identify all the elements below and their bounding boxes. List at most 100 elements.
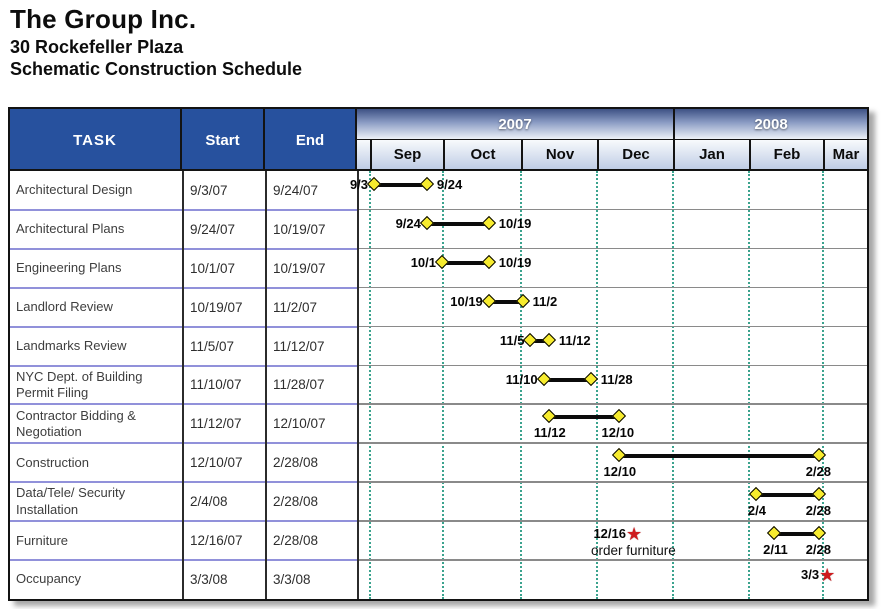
year-band-2007: 2007 — [357, 109, 673, 140]
bar-end-label: 2/28 — [805, 464, 831, 480]
row-separator-right — [357, 325, 867, 328]
month-gridline — [748, 171, 750, 599]
task-name: Engineering Plans — [16, 260, 122, 276]
task-name: Occupancy — [16, 571, 82, 587]
task-start-date: 11/12/07 — [190, 416, 242, 432]
task-end-date: 3/3/08 — [273, 572, 311, 588]
month-header-spacer — [357, 140, 370, 169]
bar-start-label: 11/12 — [533, 425, 566, 441]
gantt-schedule-table: TASK Start End 2007 2008 Sep Oct Nov Dec Jan… — [8, 107, 869, 601]
bar-start-diamond-icon — [434, 254, 450, 269]
bar-start-diamond-icon — [536, 371, 551, 386]
bar-end-label: 10/19 — [498, 254, 532, 270]
milestone-star-icon: ★ — [626, 524, 643, 545]
bar-start-label: 12/10 — [603, 464, 637, 480]
gantt-bar — [531, 338, 550, 343]
column-header-task: TASK — [10, 109, 182, 171]
month-header-oct: Oct — [443, 140, 521, 169]
gantt-bar — [549, 415, 620, 420]
task-start-date: 12/10/07 — [190, 455, 243, 471]
task-name: Architectural Plans — [16, 221, 125, 237]
milestone-star-icon: ★ — [819, 565, 836, 586]
task-name: Construction — [16, 454, 89, 470]
gantt-bar — [489, 299, 524, 304]
column-divider — [357, 171, 359, 599]
gantt-bar — [775, 532, 821, 537]
row-separator-right — [357, 364, 867, 367]
task-start-date: 9/3/07 — [190, 182, 228, 198]
task-name: Contractor Bidding & Negotiation — [16, 407, 136, 439]
row-separator-right — [357, 403, 867, 405]
bar-end-diamond-icon — [515, 293, 530, 308]
bar-start-label: 10/1 — [410, 254, 436, 270]
task-name: Furniture — [16, 532, 69, 548]
row-separator-right — [357, 208, 867, 211]
month-header-mar: Mar — [823, 140, 867, 169]
header-bottom-border — [10, 169, 867, 171]
bar-start-label: 2/11 — [763, 542, 788, 558]
bar-end-diamond-icon — [611, 409, 626, 424]
bar-start-diamond-icon — [481, 293, 496, 308]
row-separator-right — [357, 286, 867, 289]
milestone-label: 3/3 — [800, 567, 820, 583]
month-gridline — [596, 171, 598, 599]
task-start-date: 12/16/07 — [190, 533, 243, 549]
gantt-bar — [443, 260, 490, 265]
bar-end-label: 10/19 — [498, 215, 532, 231]
gantt-bar — [756, 493, 821, 498]
address-line: 30 Rockefeller Plaza — [10, 37, 184, 57]
month-gridline — [520, 171, 522, 599]
month-gridline — [369, 171, 371, 599]
task-name: NYC Dept. of Building Permit Filing — [16, 368, 143, 400]
milestone-note: order furniture — [591, 543, 676, 559]
bar-end-diamond-icon — [541, 332, 556, 347]
bar-start-diamond-icon — [419, 215, 434, 230]
milestone-label: 12/16 — [593, 526, 626, 542]
bar-start-label: 2/4 — [747, 503, 766, 519]
bar-end-diamond-icon — [481, 215, 496, 230]
task-start-date: 3/3/08 — [190, 572, 228, 588]
month-gridline — [442, 171, 444, 599]
task-end-date: 10/19/07 — [273, 221, 326, 237]
month-header-jan: Jan — [673, 140, 749, 169]
row-separator-right — [357, 442, 867, 444]
column-divider — [265, 171, 267, 599]
task-name: Architectural Design — [16, 182, 133, 198]
bar-start-diamond-icon — [767, 526, 782, 541]
task-end-date: 2/28/08 — [273, 455, 319, 471]
schedule-subtitle: Schematic Construction Schedule — [10, 59, 303, 79]
bar-start-diamond-icon — [541, 409, 556, 424]
task-start-date: 10/19/07 — [190, 299, 243, 315]
task-end-date: 12/10/07 — [273, 416, 326, 432]
task-start-date: 2/4/08 — [190, 494, 228, 510]
gantt-bar — [427, 221, 490, 226]
gantt-bar — [375, 183, 428, 187]
row-separator-right — [357, 520, 867, 522]
row-separator-right — [357, 247, 867, 250]
task-end-date: 11/2/07 — [273, 299, 318, 315]
month-header-sep: Sep — [370, 140, 443, 169]
month-header-nov: Nov — [521, 140, 597, 169]
month-gridline — [822, 171, 824, 599]
task-start-date: 11/10/07 — [190, 377, 242, 393]
bar-start-label: 11/5 — [499, 332, 525, 348]
bar-start-diamond-icon — [523, 332, 538, 347]
bar-end-label: 12/10 — [601, 425, 635, 441]
row-separator-right — [357, 559, 867, 561]
task-end-date: 2/28/08 — [273, 533, 319, 549]
bar-start-label: 9/24 — [395, 215, 421, 231]
bar-end-label: 11/28 — [600, 371, 633, 387]
task-name: Data/Tele/ Security Installation — [16, 485, 126, 517]
task-end-date: 9/24/07 — [273, 182, 319, 198]
bar-end-label: 9/24 — [436, 177, 463, 192]
bar-end-label: 2/28 — [805, 542, 831, 558]
task-end-date: 11/12/07 — [273, 338, 325, 354]
bar-end-label: 11/2 — [532, 293, 558, 309]
gantt-bar — [619, 454, 821, 459]
month-gridline — [672, 171, 674, 599]
column-divider — [182, 171, 184, 599]
task-start-date: 11/5/07 — [190, 338, 235, 354]
bar-start-label: 11/10 — [505, 371, 538, 387]
bar-end-diamond-icon — [419, 176, 434, 192]
